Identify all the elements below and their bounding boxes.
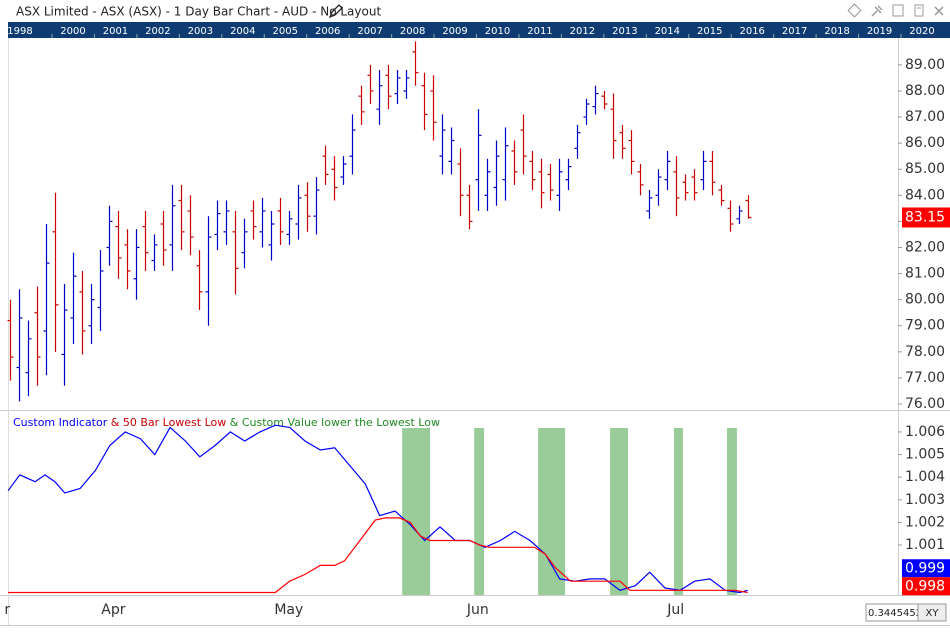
timeline-year: 2001 xyxy=(103,26,128,37)
last-value-label: 0.999 xyxy=(905,560,945,576)
indicator-legend: Custom Indicator & 50 Bar Lowest Low & C… xyxy=(13,416,440,429)
cursor-mode-button[interactable] xyxy=(917,603,947,622)
timeline-year: 2000 xyxy=(60,26,85,37)
y-tick-label: 1.006 xyxy=(905,424,945,440)
signal-band xyxy=(402,428,431,595)
timeline-year: 2020 xyxy=(909,26,934,37)
y-tick-label: 79.00 xyxy=(905,318,945,334)
signal-band xyxy=(610,428,629,595)
y-tick-label: 1.005 xyxy=(905,447,945,463)
timeline-year: 2005 xyxy=(273,26,298,37)
y-tick-label: 1.004 xyxy=(905,469,945,485)
icon-diamond[interactable] xyxy=(847,3,862,18)
legend-separator: & xyxy=(230,416,239,429)
timeline-year: 2011 xyxy=(527,26,552,37)
timeline-year: 2018 xyxy=(824,26,849,37)
timeline-year: 1998 xyxy=(7,26,32,37)
icon-copy[interactable] xyxy=(892,4,904,17)
timeline-year: 2003 xyxy=(188,26,213,37)
y-tick-label: 81.00 xyxy=(905,266,945,282)
x-tick-label: Jun xyxy=(466,602,489,618)
x-tick-label: May xyxy=(274,602,303,618)
legend-entry: Custom Indicator xyxy=(13,416,108,429)
timeline-strip[interactable] xyxy=(8,22,950,38)
timeline-year: 2002 xyxy=(145,26,170,37)
y-tick-label: 76.00 xyxy=(905,396,945,412)
y-tick-label: 1.001 xyxy=(905,537,945,553)
timeline-years: 1998 2000 2001 2002 2003 2004 2005 2006 2007 2008… xyxy=(7,26,935,38)
signal-band xyxy=(538,428,566,595)
timeline-year: 2016 xyxy=(739,26,764,37)
timeline-year: 2007 xyxy=(357,26,382,37)
x-tick-label: r xyxy=(4,602,10,618)
y-tick-label: 77.00 xyxy=(905,370,945,386)
legend-entry: Custom Value lower the Lowest Low xyxy=(242,416,440,429)
timeline-year: 2014 xyxy=(655,26,680,37)
timeline-year: 2008 xyxy=(400,26,425,37)
legend-separator: & xyxy=(111,416,120,429)
edit-icon[interactable] xyxy=(328,4,343,19)
timeline-year: 2012 xyxy=(570,26,595,37)
icon-close[interactable] xyxy=(934,6,944,16)
x-tick-label: Jul xyxy=(666,602,684,618)
last-price-label: 83.15 xyxy=(905,209,945,225)
y-tick-label: 84.00 xyxy=(905,187,945,203)
legend-entry: 50 Bar Lowest Low xyxy=(123,416,226,429)
y-tick-label: 78.00 xyxy=(905,344,945,360)
last-value-box xyxy=(902,577,950,596)
y-tick-label: 86.00 xyxy=(905,135,945,151)
y-tick-label: 88.00 xyxy=(905,83,945,99)
timeline-year: 2004 xyxy=(230,26,255,37)
timeline-year: 2006 xyxy=(315,26,340,37)
signal-band xyxy=(474,428,485,595)
signal-band xyxy=(727,428,737,595)
indicator-line xyxy=(8,517,748,594)
y-tick-label: 1.002 xyxy=(905,514,945,530)
icon-pin[interactable] xyxy=(871,5,883,17)
last-price-box xyxy=(902,207,950,228)
window-title: ASX Limited - ASX (ASX) - 1 Day Bar Char… xyxy=(16,5,381,19)
y-tick-label: 89.00 xyxy=(905,57,945,73)
signal-band xyxy=(673,428,683,595)
timeline-year: 2013 xyxy=(612,26,637,37)
cursor-mode: XY xyxy=(926,608,940,619)
timeline-year: 2017 xyxy=(782,26,807,37)
timeline-year: 2010 xyxy=(485,26,510,37)
title-bar xyxy=(0,0,950,22)
y-tick-label: 87.00 xyxy=(905,109,945,125)
indicator-line xyxy=(7,424,748,594)
last-value-label: 0.998 xyxy=(905,578,945,594)
y-tick-label: 85.00 xyxy=(905,161,945,177)
x-tick-label: Apr xyxy=(101,602,125,618)
last-value-box xyxy=(902,559,950,578)
y-tick-label: 82.00 xyxy=(905,239,945,255)
timeline-year: 2009 xyxy=(442,26,467,37)
y-tick-label: 80.00 xyxy=(905,292,945,308)
timeline-year: 2019 xyxy=(867,26,892,37)
cursor-value: 0.3445452 xyxy=(868,608,922,619)
timeline-year: 2015 xyxy=(697,26,722,37)
y-tick-label: 1.003 xyxy=(905,492,945,508)
icon-doc[interactable] xyxy=(914,4,924,17)
